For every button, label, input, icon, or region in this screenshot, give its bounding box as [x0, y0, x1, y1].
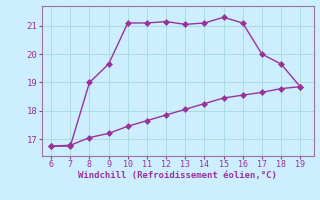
- X-axis label: Windchill (Refroidissement éolien,°C): Windchill (Refroidissement éolien,°C): [78, 171, 277, 180]
